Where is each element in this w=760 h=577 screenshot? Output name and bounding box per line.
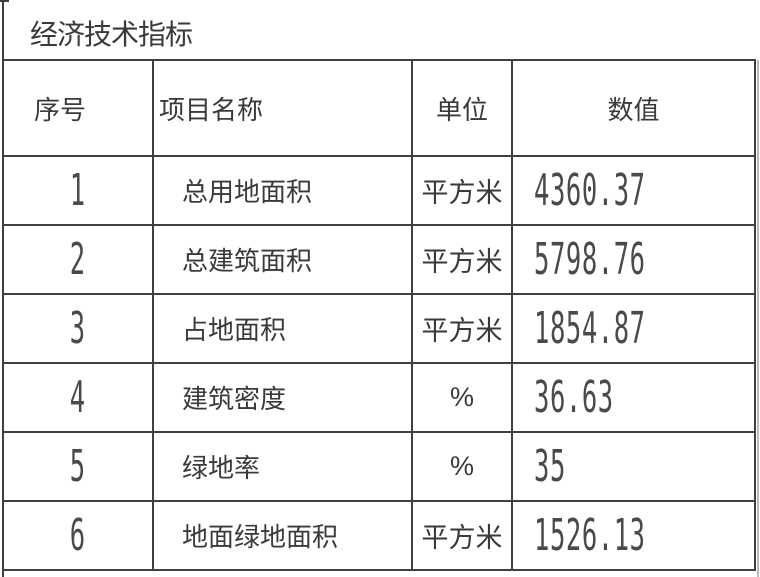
cell-serial: 4: [4, 364, 154, 431]
cell-unit: 平方米: [413, 226, 513, 293]
cell-serial: 1: [4, 157, 154, 224]
serial-number: 3: [70, 302, 86, 354]
table-row-3: 3 占地面积 平方米 1854.87: [4, 293, 754, 362]
sheet-border-tick: [0, 0, 9, 2]
cell-value: 5798.76: [513, 226, 754, 293]
value-number: 35: [534, 440, 566, 492]
cell-serial: 3: [4, 295, 154, 362]
value-number: 4360.37: [534, 164, 646, 216]
serial-number: 2: [70, 233, 86, 285]
table-title: 经济技术指标: [30, 19, 193, 50]
cell-serial: 6: [4, 502, 154, 569]
cell-unit: %: [413, 364, 513, 431]
cell-serial: 2: [4, 226, 154, 293]
cell-unit: 平方米: [413, 295, 513, 362]
indicators-table: 序号 项目名称 单位 数值 1 总用地面积 平方米 4360.37 2 总建筑面…: [2, 59, 756, 571]
cell-value: 1854.87: [513, 295, 754, 362]
table-row-1: 1 总用地面积 平方米 4360.37: [4, 155, 754, 224]
cell-value: 4360.37: [513, 157, 754, 224]
serial-number: 4: [70, 371, 86, 423]
table-header-row: 序号 项目名称 单位 数值: [4, 61, 754, 155]
serial-number: 5: [70, 440, 86, 492]
cell-value: 35: [513, 433, 754, 500]
cell-unit: 平方米: [413, 157, 513, 224]
sheet-edge-shadow: [757, 60, 759, 577]
cell-unit: %: [413, 433, 513, 500]
value-number: 1854.87: [534, 302, 646, 354]
cell-serial: 5: [4, 433, 154, 500]
cell-item-name: 绿地率: [154, 433, 413, 500]
table-row-4: 4 建筑密度 % 36.63: [4, 362, 754, 431]
value-number: 5798.76: [534, 233, 646, 285]
cell-item-name: 总用地面积: [154, 157, 413, 224]
table-row-6: 6 地面绿地面积 平方米 1526.13: [4, 500, 754, 569]
serial-number: 1: [70, 164, 86, 216]
cell-item-name: 建筑密度: [154, 364, 413, 431]
cell-item-name: 地面绿地面积: [154, 502, 413, 569]
header-unit: 单位: [413, 61, 513, 155]
table-row-5: 5 绿地率 % 35: [4, 431, 754, 500]
cell-value: 36.63: [513, 364, 754, 431]
cell-value: 1526.13: [513, 502, 754, 569]
header-serial-number: 序号: [4, 61, 154, 155]
header-item-name: 项目名称: [154, 61, 413, 155]
cell-item-name: 占地面积: [154, 295, 413, 362]
value-number: 1526.13: [534, 509, 646, 561]
header-value: 数值: [607, 94, 660, 125]
value-number: 36.63: [534, 371, 614, 423]
serial-number: 6: [70, 509, 86, 561]
cell-unit: 平方米: [413, 502, 513, 569]
cell-item-name: 总建筑面积: [154, 226, 413, 293]
table-row-2: 2 总建筑面积 平方米 5798.76: [4, 224, 754, 293]
